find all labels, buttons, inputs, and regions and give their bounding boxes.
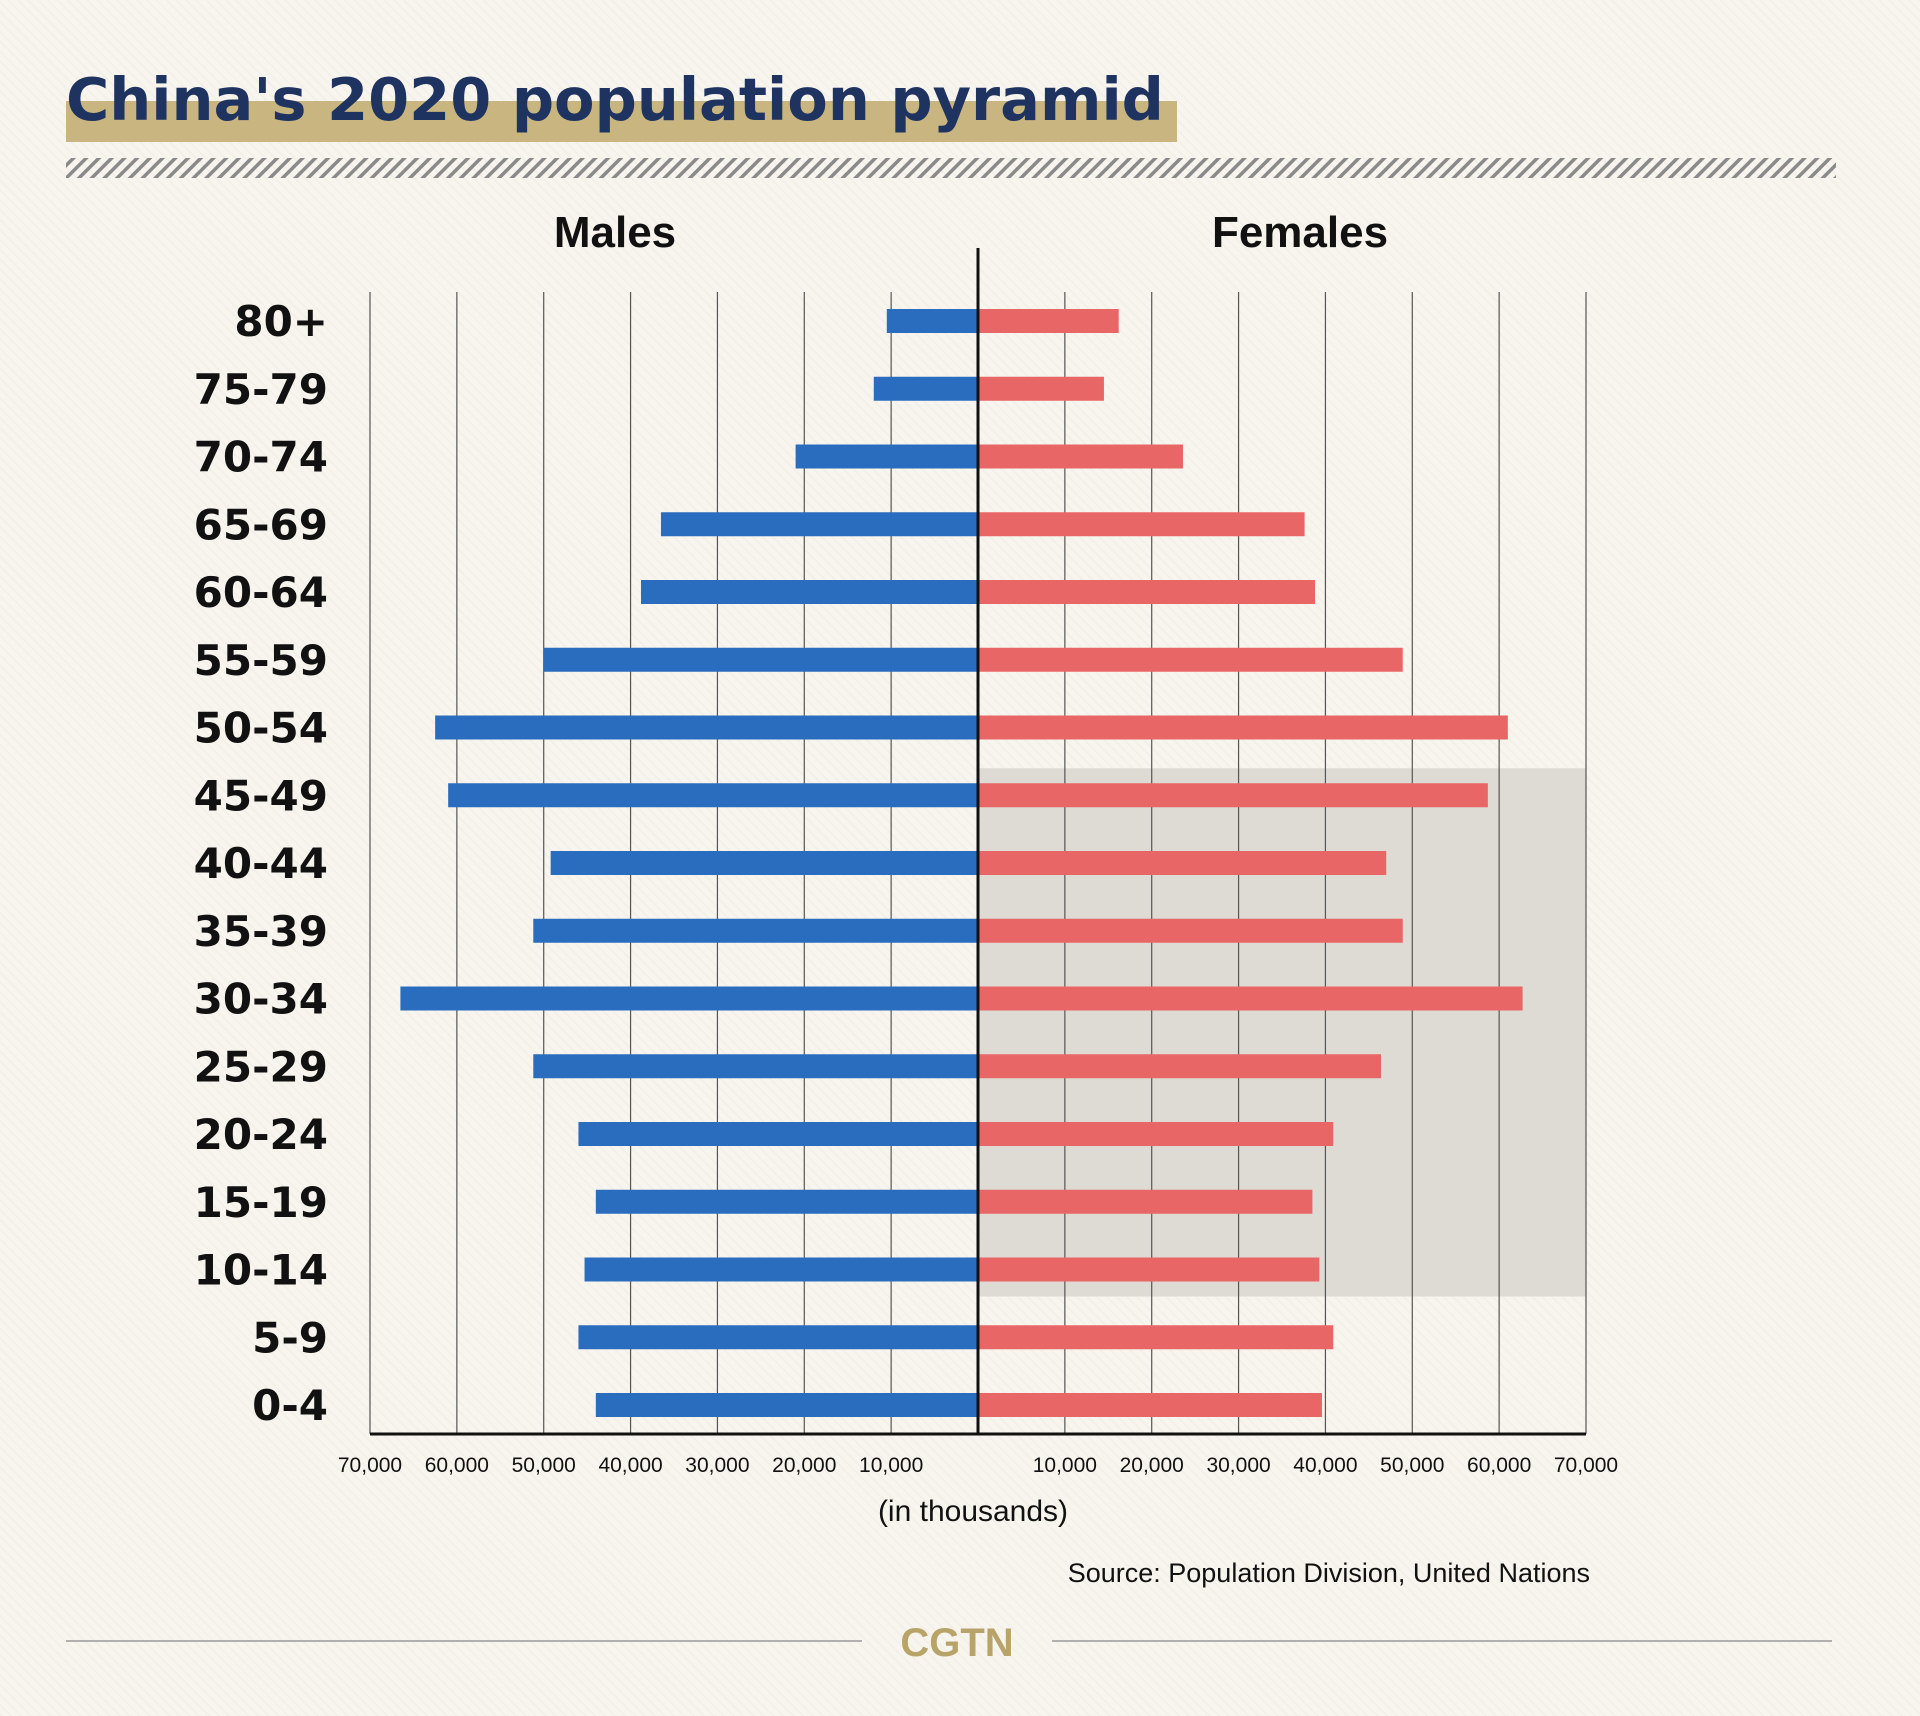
female-bar [978,512,1305,537]
age-group-label: 30-34 [194,975,328,1024]
female-bar [978,715,1508,740]
male-bar [550,851,978,875]
males-heading: Males [554,208,676,257]
x-tick-label: 10,000 [1033,1454,1097,1477]
male-bar [578,1122,978,1146]
x-tick-label: 10,000 [859,1454,923,1477]
male-bar [595,1189,978,1214]
age-group-label: 10-14 [194,1246,328,1295]
age-group-label: 60-64 [194,568,328,617]
age-group-label: 55-59 [194,636,328,685]
male-bar [873,376,978,401]
highlight-band-layer [978,768,1586,1297]
age-group-label: 20-24 [194,1110,328,1159]
title-highlight [66,101,1177,142]
cgtn-logo: CGTN [900,1621,1013,1665]
age-group-label: 5-9 [252,1313,328,1362]
age-group-label: 25-29 [194,1042,328,1091]
highlight-band [978,768,1586,1297]
male-bar [435,715,979,740]
male-bar [584,1257,978,1282]
age-group-label: 75-79 [194,365,328,414]
female-bar [978,1122,1334,1146]
male-bar [533,1054,978,1079]
x-tick-label: 60,000 [425,1454,489,1477]
age-label-layer: 80+ 75-79 70-74 65-69 60-64 55-59 50-54 45-49 40… [194,297,328,1430]
age-group-label: 15-19 [194,1178,328,1227]
age-group-label: 65-69 [194,500,328,549]
male-bar [448,783,979,808]
male-bar [660,512,978,537]
female-bar [978,309,1119,333]
male-bar [543,647,978,672]
page-title: China's 2020 population pyramid [66,65,1164,134]
male-bar [640,580,978,604]
age-group-label: 45-49 [194,771,328,820]
hatch-divider [66,158,1836,178]
female-bar [978,1054,1382,1079]
age-group-label: 0-4 [252,1381,328,1430]
age-group-label: 35-39 [194,907,328,956]
axis-layer [370,248,1586,1436]
x-tick-label: 70,000 [338,1454,402,1477]
x-tick-label: 20,000 [772,1454,836,1477]
source-note: Source: Population Division, United Nati… [1068,1558,1590,1588]
age-group-label: 70-74 [194,433,328,482]
female-bar [978,1393,1322,1417]
female-bar [978,1325,1334,1350]
male-bar [578,1325,978,1350]
bar-layer [400,309,1523,1417]
male-bar [400,986,978,1011]
female-bar [978,647,1403,672]
x-tick-label: 60,000 [1467,1454,1531,1477]
age-group-label: 80+ [234,297,328,346]
male-bar [533,918,978,943]
x-axis-title: (in thousands) [878,1495,1068,1528]
male-bar [886,309,978,333]
female-bar [978,444,1183,469]
female-bar [978,1257,1320,1282]
female-bar [978,1189,1313,1214]
female-bar [978,580,1316,604]
x-tick-label: 40,000 [1293,1454,1357,1477]
female-bar [978,986,1523,1011]
x-tick-label: 30,000 [1206,1454,1270,1477]
x-tick-label: 40,000 [598,1454,662,1477]
age-group-label: 50-54 [194,704,328,753]
x-tick-label: 50,000 [512,1454,576,1477]
females-heading: Females [1212,208,1388,257]
tick-label-layer: 70,000 60,000 50,000 40,000 30,000 20,000 10,0… [338,1454,1618,1477]
x-tick-label: 50,000 [1380,1454,1444,1477]
male-bar [595,1393,978,1417]
age-group-label: 40-44 [194,839,328,888]
male-bar [795,444,978,469]
female-bar [978,851,1387,875]
x-tick-label: 20,000 [1120,1454,1184,1477]
x-tick-label: 30,000 [685,1454,749,1477]
female-bar [978,918,1403,943]
x-tick-label: 70,000 [1554,1454,1618,1477]
female-bar [978,783,1488,808]
female-bar [978,376,1104,401]
